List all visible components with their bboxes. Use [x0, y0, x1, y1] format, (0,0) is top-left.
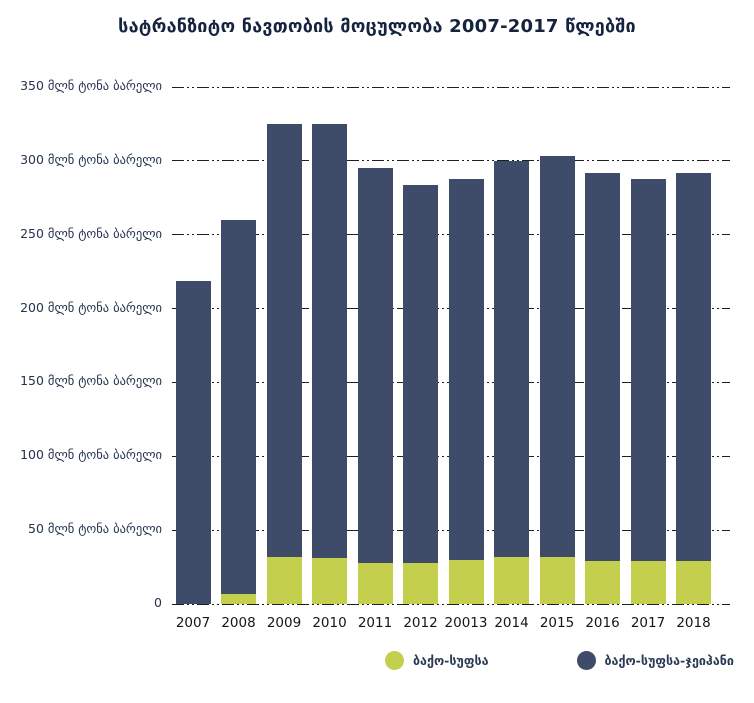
bar-2009: [266, 123, 302, 604]
x-tick-label-2012: 2012: [403, 615, 438, 631]
bar-2014: [494, 160, 529, 604]
bar-2014-segment-navy: [494, 160, 529, 557]
bar-2009-segment-green: [266, 556, 302, 604]
bar-2015-segment-green: [539, 556, 575, 604]
x-tick-label-2015: 2015: [539, 615, 575, 631]
legend-item-0: ბაქო-სუფსა: [385, 651, 489, 670]
bar-2012: [403, 184, 438, 604]
y-axis: 0 50 მლნ ტონა ბარელი 100 მლნ ტონა ბარელი 15…: [0, 78, 162, 610]
bar-2018: [676, 172, 711, 604]
bar-20013-segment-navy: [448, 178, 484, 560]
legend-label: ბაქო-სუფსა-ჯეიჰანი: [604, 653, 734, 668]
bar-2014-segment-green: [494, 556, 529, 604]
bar-2016: [585, 172, 620, 604]
bar-2016-segment-navy: [585, 172, 620, 562]
bar-2008-segment-navy: [221, 219, 256, 594]
bar-2016-segment-green: [585, 561, 620, 604]
legend: ბაქო-სუფსა ბაქო-სუფსა-ჯეიჰანი: [385, 651, 734, 670]
x-tick-label-20013: 20013: [444, 615, 488, 631]
bar-2012-segment-green: [403, 562, 438, 604]
gridline-300: [172, 160, 730, 162]
bar-2007-segment-navy: [175, 280, 211, 604]
y-tick-label-50: 50 მლნ ტონა ბარელი: [28, 521, 162, 537]
x-tick-label-2018: 2018: [676, 615, 711, 631]
y-tick-label-200: 200 მლნ ტონა ბარელი: [20, 299, 162, 315]
y-tick-label-100: 100 მლნ ტონა ბარელი: [20, 447, 162, 463]
x-tick-label-2017: 2017: [630, 615, 666, 631]
gridline-0: [172, 603, 730, 605]
y-tick-label-250: 250 მლნ ტონა ბარელი: [20, 225, 162, 241]
bar-2010-segment-green: [312, 558, 347, 604]
bar-20013: [448, 178, 484, 604]
legend-swatch-icon: [385, 651, 404, 670]
legend-item-1: ბაქო-სუფსა-ჯეიჰანი: [576, 651, 734, 670]
x-tick-label-2008: 2008: [221, 615, 256, 631]
bar-2010: [312, 123, 347, 604]
bar-2009-segment-navy: [266, 123, 302, 557]
bar-2011-segment-navy: [357, 168, 393, 563]
plot-area: 2007 2008 2009 2010 2011 2012 20013 2014 2015 201…: [172, 86, 730, 631]
bar-2017-segment-green: [630, 561, 666, 604]
x-tick-label-2016: 2016: [585, 615, 620, 631]
bar-20013-segment-green: [448, 559, 484, 604]
bar-2015: [539, 156, 575, 604]
bar-2018-segment-navy: [676, 172, 711, 562]
x-tick-label-2014: 2014: [494, 615, 529, 631]
legend-swatch-icon: [576, 651, 596, 670]
x-tick-label-2007: 2007: [175, 615, 211, 631]
bar-2008-segment-green: [221, 593, 256, 604]
bar-2018-segment-green: [676, 561, 711, 604]
legend-label: ბაქო-სუფსა: [413, 653, 489, 668]
bar-2017-segment-navy: [630, 178, 666, 562]
x-tick-label-2009: 2009: [266, 615, 302, 631]
y-tick-label-0: 0: [154, 595, 162, 610]
bar-2008: [221, 219, 256, 604]
bar-2015-segment-navy: [539, 156, 575, 557]
y-tick-label-300: 300 მლნ ტონა ბარელი: [20, 151, 162, 167]
chart-title: სატრანზიტო ნავთობის მოცულობა 2007-2017 წ…: [118, 16, 636, 37]
bar-2011: [357, 168, 393, 604]
bar-2017: [630, 178, 666, 604]
bar-2011-segment-green: [357, 562, 393, 604]
bar-2012-segment-navy: [403, 184, 438, 563]
y-tick-label-150: 150 მლნ ტონა ბარელი: [20, 373, 162, 389]
bar-2010-segment-navy: [312, 123, 347, 559]
bar-2007: [175, 280, 211, 604]
y-tick-label-350: 350 მლნ ტონა ბარელი: [20, 78, 162, 93]
gridline-350: [172, 86, 730, 88]
x-tick-label-2011: 2011: [357, 615, 393, 631]
x-tick-label-2010: 2010: [312, 615, 347, 631]
